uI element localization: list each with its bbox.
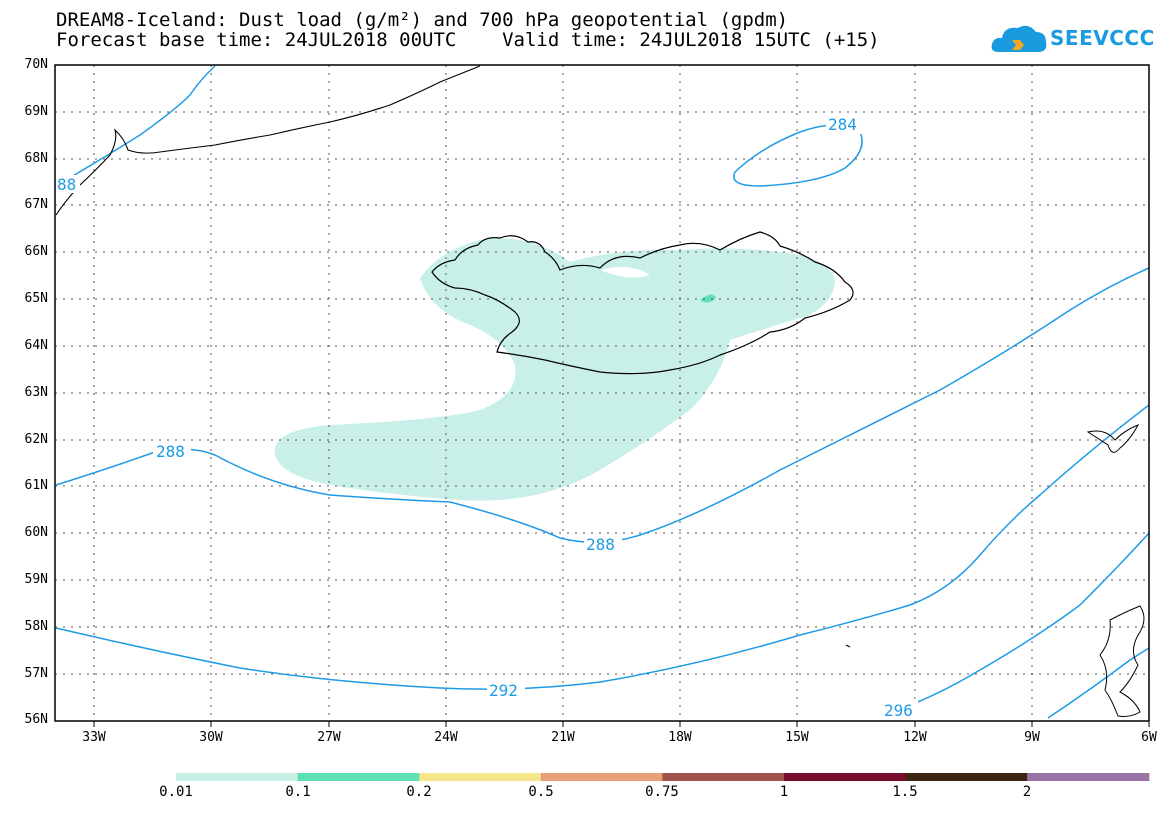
dust-area-white-gap: [600, 266, 650, 278]
colorbar-segment-4: [662, 773, 785, 781]
lat-label-63n: 63N: [24, 385, 48, 400]
lon-label-24w: 24W: [434, 730, 458, 745]
lat-label-59n: 59N: [24, 572, 48, 587]
colorbar-label-1: 0.1: [285, 784, 311, 800]
lat-label-62n: 62N: [24, 432, 48, 447]
colorbar-segment-3: [540, 773, 663, 781]
lon-label-27w: 27W: [317, 730, 341, 745]
dust-area-mid: [700, 294, 716, 303]
colorbar: [176, 773, 1150, 781]
lat-label-67n: 67N: [24, 197, 48, 212]
contour-label-296: 296: [884, 701, 913, 720]
colorbar-label-5: 1: [779, 784, 789, 800]
lat-label-70n: 70N: [24, 57, 48, 72]
colorbar-label-7: 2: [1022, 784, 1032, 800]
axis-ticks: [93, 721, 1150, 727]
lon-label-30w: 30W: [199, 730, 223, 745]
colorbar-segment-7: [1027, 773, 1150, 781]
lat-label-60n: 60N: [24, 525, 48, 540]
coastline-island: [845, 644, 851, 648]
lat-label-68n: 68N: [24, 151, 48, 166]
lon-label-33w: 33W: [82, 730, 106, 745]
coastline-scotland: [1099, 605, 1145, 717]
coastline-iceland: [431, 231, 854, 375]
colorbar-segment-0: [176, 773, 299, 781]
colorbar-label-6: 1.5: [892, 784, 918, 800]
lon-label-15w: 15W: [785, 730, 809, 745]
colorbar-segment-6: [905, 773, 1028, 781]
geopotential-contours: [55, 65, 1150, 719]
lat-label-61n: 61N: [24, 478, 48, 493]
logo-text: SEEVCCC: [1050, 26, 1155, 50]
coastline-greenland: [55, 65, 481, 216]
lon-label-12w: 12W: [903, 730, 927, 745]
colorbar-segment-1: [297, 773, 420, 781]
lon-label-21w: 21W: [551, 730, 575, 745]
colorbar-label-3: 0.5: [528, 784, 554, 800]
lat-label-56n: 56N: [24, 712, 48, 727]
lat-label-64n: 64N: [24, 338, 48, 353]
colorbar-label-2: 0.2: [406, 784, 432, 800]
cloud-icon: [991, 25, 1047, 52]
contour-label-288-greenland: 88: [57, 175, 76, 194]
contour-label-288-south: 288: [586, 535, 615, 554]
colorbar-segment-5: [784, 773, 907, 781]
lat-label-69n: 69N: [24, 104, 48, 119]
map-title-line-2: Forecast base time: 24JUL2018 00UTC Vali…: [56, 29, 880, 51]
lon-label-9w: 9W: [1024, 730, 1040, 745]
lat-label-65n: 65N: [24, 291, 48, 306]
contour-label-284: 284: [828, 115, 857, 134]
colorbar-label-4: 0.75: [645, 784, 679, 800]
lon-label-6w: 6W: [1141, 730, 1157, 745]
lon-label-18w: 18W: [668, 730, 692, 745]
coastline-faroe: [1086, 424, 1140, 453]
lat-label-58n: 58N: [24, 619, 48, 634]
map-frame: [54, 64, 1150, 722]
colorbar-label-0: 0.01: [159, 784, 193, 800]
contour-label-288-west: 288: [156, 442, 185, 461]
contour-label-292: 292: [489, 681, 518, 700]
map-title-line-1: DREAM8-Iceland: Dust load (g/m²) and 700…: [56, 9, 789, 31]
colorbar-segment-2: [419, 773, 542, 781]
lat-label-57n: 57N: [24, 666, 48, 681]
dust-area-low: [274, 238, 836, 501]
graticule: [55, 65, 1149, 721]
lat-label-66n: 66N: [24, 244, 48, 259]
